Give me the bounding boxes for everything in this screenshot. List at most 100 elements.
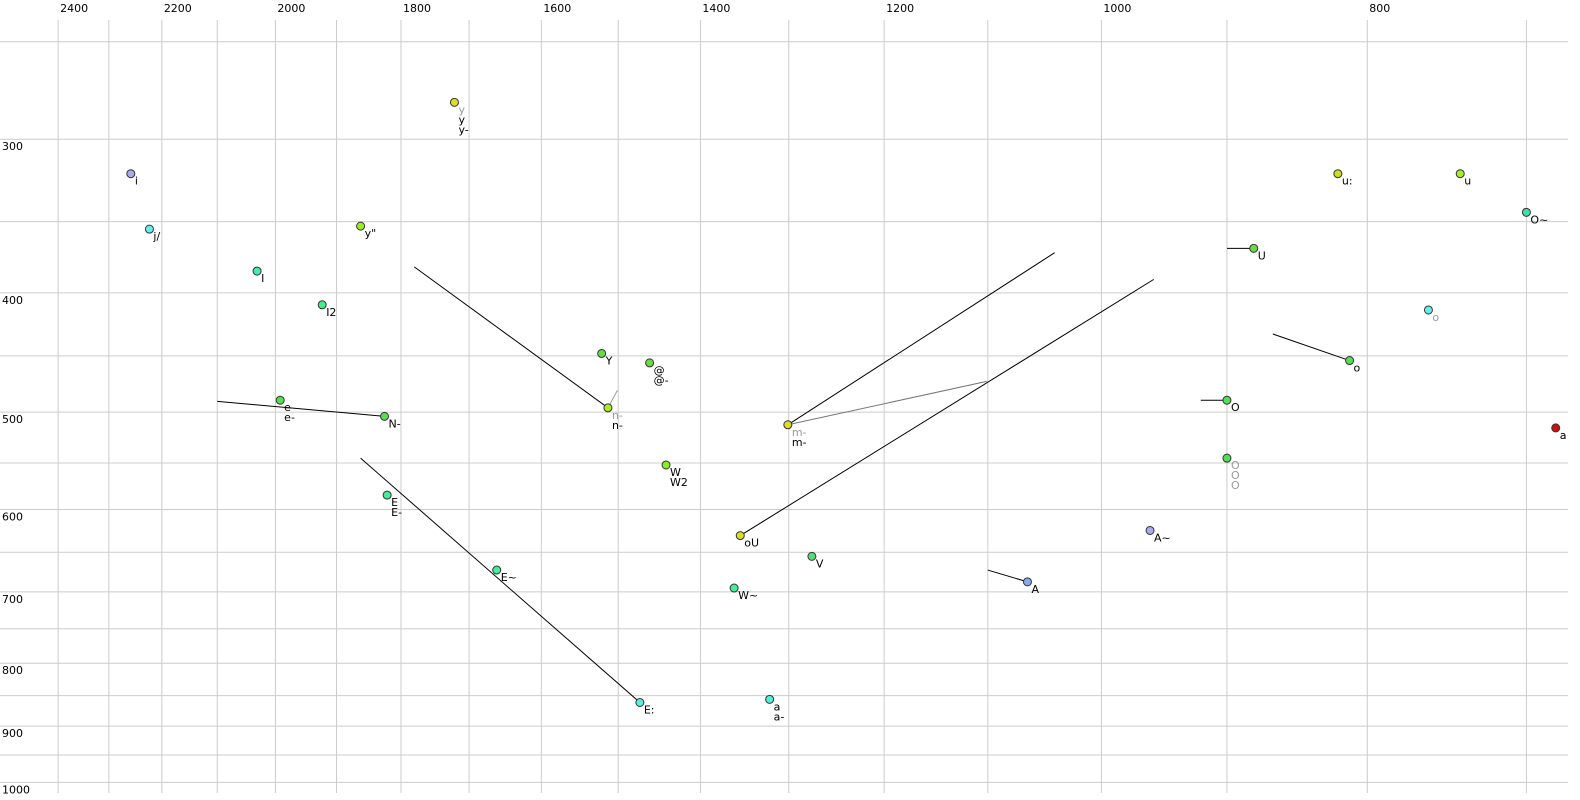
point bbox=[1455, 169, 1465, 179]
point-label: e bbox=[284, 401, 291, 414]
point bbox=[635, 697, 645, 707]
point-label: O bbox=[1231, 459, 1240, 472]
y-tick-label: 300 bbox=[2, 140, 23, 153]
trail bbox=[360, 457, 641, 703]
point bbox=[1145, 525, 1155, 535]
point bbox=[275, 395, 285, 405]
point bbox=[1333, 169, 1343, 179]
point bbox=[126, 169, 136, 179]
x-tick-label: 1200 bbox=[886, 2, 914, 15]
point-label: @ bbox=[654, 364, 665, 377]
y-tick-label: 800 bbox=[2, 664, 23, 677]
x-tick-label: 1800 bbox=[403, 2, 431, 15]
point-label: @- bbox=[654, 374, 669, 387]
point-label: O~ bbox=[1530, 213, 1548, 226]
point-label: u bbox=[1464, 175, 1471, 188]
point-label: W bbox=[670, 466, 681, 479]
point bbox=[380, 411, 390, 421]
x-tick-label: 2400 bbox=[60, 2, 88, 15]
point-label: V bbox=[816, 557, 824, 570]
point-label: n- bbox=[612, 419, 623, 432]
point-label: u: bbox=[1342, 175, 1353, 188]
x-tick-label: 2200 bbox=[164, 2, 192, 15]
point-label: A bbox=[1031, 583, 1039, 596]
point-label: N- bbox=[389, 417, 401, 430]
point-label: y- bbox=[458, 123, 468, 136]
point-label: y" bbox=[365, 227, 377, 240]
point-label: a- bbox=[774, 710, 785, 723]
point-label: i bbox=[135, 175, 138, 188]
point-label: O bbox=[1231, 401, 1240, 414]
point-label: A~ bbox=[1154, 531, 1171, 544]
point bbox=[1222, 395, 1232, 405]
point-label: m- bbox=[792, 426, 807, 439]
y-tick-label: 700 bbox=[2, 593, 23, 606]
point-label: oU bbox=[744, 537, 759, 550]
point bbox=[1249, 243, 1259, 253]
trail bbox=[1272, 333, 1350, 362]
point-label: j/ bbox=[152, 230, 160, 243]
point-label: E- bbox=[391, 506, 402, 519]
point-label: I bbox=[261, 272, 264, 285]
point bbox=[252, 266, 262, 276]
y-tick-label: 600 bbox=[2, 511, 23, 524]
trail bbox=[413, 266, 609, 409]
y-tick-label: 500 bbox=[2, 413, 23, 426]
point-label: o bbox=[1354, 362, 1361, 375]
point-label: O bbox=[1231, 469, 1240, 482]
point-label: o bbox=[1432, 311, 1439, 324]
point-label: W~ bbox=[738, 589, 758, 602]
y-tick-label: 400 bbox=[2, 294, 23, 307]
point-label: I2 bbox=[326, 306, 336, 319]
point bbox=[1022, 577, 1032, 587]
point-label: m- bbox=[792, 436, 807, 449]
point bbox=[603, 403, 613, 413]
point-label: a bbox=[774, 700, 781, 713]
y-tick-label: 900 bbox=[2, 727, 23, 740]
point-label: W2 bbox=[670, 476, 688, 489]
point bbox=[492, 565, 502, 575]
point-label: E bbox=[391, 496, 398, 509]
point bbox=[645, 358, 655, 368]
trail bbox=[987, 569, 1028, 583]
trail bbox=[787, 252, 1055, 426]
point bbox=[1521, 207, 1531, 217]
point bbox=[1345, 356, 1355, 366]
x-tick-label: 1400 bbox=[702, 2, 730, 15]
point bbox=[144, 224, 154, 234]
point-label: y bbox=[458, 113, 465, 126]
x-tick-label: 1000 bbox=[1103, 2, 1131, 15]
point bbox=[765, 694, 775, 704]
x-tick-label: 2000 bbox=[277, 2, 305, 15]
x-tick-label: 1600 bbox=[543, 2, 571, 15]
x-tick-label: 800 bbox=[1369, 2, 1390, 15]
point bbox=[356, 221, 366, 231]
point-label: n- bbox=[612, 409, 623, 422]
point bbox=[783, 420, 793, 430]
trail bbox=[787, 380, 987, 426]
point-label: E~ bbox=[501, 571, 517, 584]
y-tick-label: 1000 bbox=[2, 783, 30, 796]
point-label: U bbox=[1258, 249, 1266, 262]
point-label: y bbox=[458, 103, 465, 116]
point bbox=[382, 490, 392, 500]
point-label: O bbox=[1231, 479, 1240, 492]
point bbox=[1551, 423, 1561, 433]
point-label: Y bbox=[605, 354, 613, 367]
point bbox=[729, 583, 739, 593]
point bbox=[1222, 453, 1232, 463]
trail bbox=[217, 400, 385, 417]
point bbox=[661, 460, 671, 470]
point bbox=[1423, 305, 1433, 315]
point bbox=[735, 531, 745, 541]
point bbox=[449, 97, 459, 107]
point-label: e- bbox=[284, 411, 295, 424]
trail bbox=[739, 278, 1155, 537]
point-label: a bbox=[1560, 429, 1567, 442]
point bbox=[597, 348, 607, 358]
point bbox=[317, 300, 327, 310]
point bbox=[807, 551, 817, 561]
point-label: E: bbox=[644, 703, 655, 716]
